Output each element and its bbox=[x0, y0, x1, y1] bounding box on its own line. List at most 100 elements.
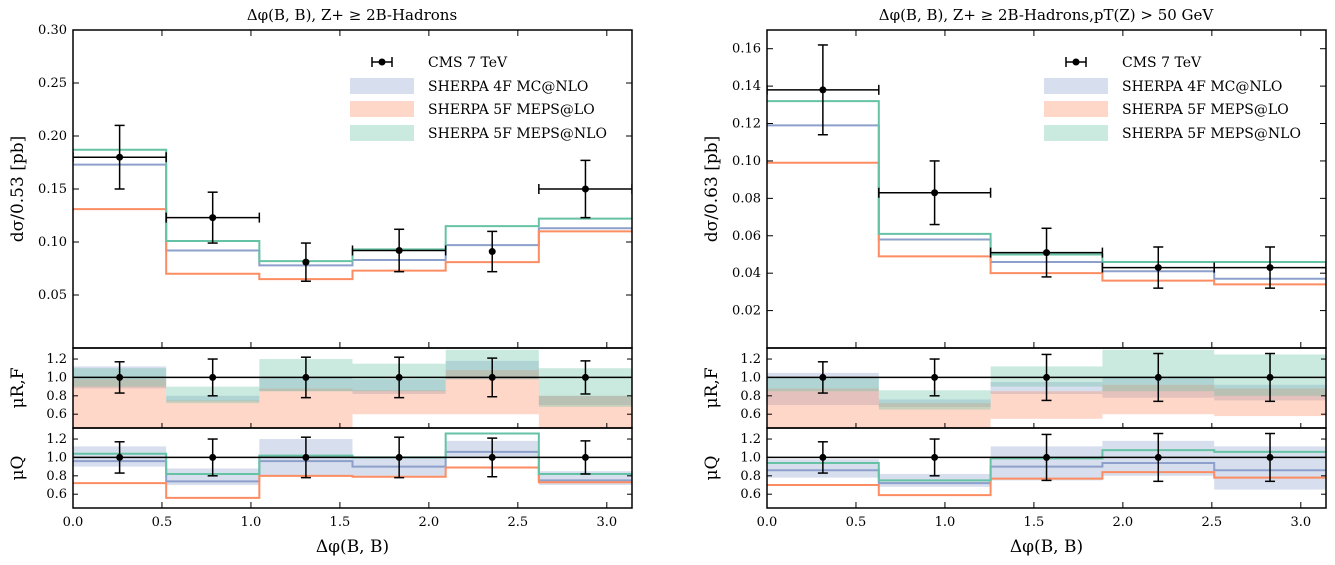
legend: CMS 7 TeV SHERPA 4F MC@NLO SHERPA 5F MEPS@… bbox=[350, 55, 607, 142]
x-axis-label: Δφ(B, B) bbox=[316, 537, 389, 557]
main-plot-area bbox=[73, 124, 632, 282]
murf-data-point bbox=[929, 358, 940, 397]
murf-y-tick-label: 1.0 bbox=[46, 370, 67, 385]
x-tick-label: 2.0 bbox=[1113, 515, 1134, 530]
data-point bbox=[538, 159, 632, 219]
murf-data-marker bbox=[1043, 373, 1051, 381]
legend-item-mc: SHERPA 4F MC@NLO bbox=[350, 78, 588, 95]
data-marker bbox=[1043, 249, 1051, 257]
y-tick-label: 0.14 bbox=[732, 79, 761, 94]
murf-y-tick-label: 0.6 bbox=[740, 407, 761, 422]
y-tick-label: 0.10 bbox=[732, 154, 761, 169]
x-tick-label: 0.0 bbox=[757, 515, 778, 530]
chart-title: Δφ(B, B), Z+ ≥ 2B-Hadrons,pT(Z) > 50 GeV bbox=[879, 6, 1215, 24]
legend-item-data: CMS 7 TeV bbox=[1065, 55, 1202, 71]
muq-y-tick-label: 0.6 bbox=[46, 487, 67, 502]
legend-item-lo: SHERPA 5F MEPS@LO bbox=[1044, 101, 1289, 118]
muq-data-point bbox=[394, 436, 405, 479]
y-tick-label: 0.05 bbox=[38, 288, 67, 303]
legend-label: SHERPA 5F MEPS@NLO bbox=[1122, 126, 1301, 142]
murf-data-point bbox=[1153, 352, 1164, 403]
data-marker bbox=[819, 86, 827, 94]
murf-data-marker bbox=[1154, 373, 1162, 381]
legend-label: SHERPA 4F MC@NLO bbox=[1122, 79, 1282, 95]
data-marker bbox=[302, 258, 310, 266]
data-marker bbox=[1154, 264, 1162, 272]
murf-y-tick-label: 1.2 bbox=[46, 352, 67, 367]
muq-data-point bbox=[929, 438, 940, 477]
murf-band-lo-line bbox=[767, 388, 879, 428]
y-tick-label: 0.06 bbox=[732, 229, 761, 244]
muq-data-point bbox=[1041, 433, 1052, 482]
legend-label: SHERPA 5F MEPS@LO bbox=[1122, 102, 1289, 118]
data-marker bbox=[581, 185, 589, 193]
data-point bbox=[1213, 246, 1326, 289]
murf-y-tick-label: 1.2 bbox=[740, 352, 761, 367]
legend-item-nlo: SHERPA 5F MEPS@NLO bbox=[1044, 125, 1301, 142]
y-tick-label: 0.08 bbox=[732, 191, 761, 206]
murf-band-mc-line bbox=[166, 395, 260, 402]
murf-data-marker bbox=[819, 373, 827, 381]
muq-data-point bbox=[207, 438, 218, 477]
murf-data-point bbox=[487, 357, 498, 398]
ratio-murf-area bbox=[767, 349, 1326, 428]
ratio-muq-area bbox=[73, 432, 632, 499]
murf-data-marker bbox=[931, 373, 939, 381]
panel-2: Δφ(B, B), Z+ ≥ 2B-Hadrons,pT(Z) > 50 GeV… bbox=[702, 6, 1327, 557]
murf-data-point bbox=[114, 361, 125, 394]
muq-data-marker bbox=[395, 453, 403, 461]
legend-label: CMS 7 TeV bbox=[428, 55, 508, 71]
y-tick-label: 0.12 bbox=[732, 117, 761, 132]
x-tick-label: 3.0 bbox=[1290, 515, 1311, 530]
x-tick-label: 0.5 bbox=[846, 515, 867, 530]
chart-title: Δφ(B, B), Z+ ≥ 2B-Hadrons bbox=[247, 6, 457, 24]
legend-label: CMS 7 TeV bbox=[1122, 55, 1202, 71]
data-marker bbox=[209, 214, 217, 222]
y-tick-label: 0.30 bbox=[38, 23, 67, 38]
x-tick-label: 2.5 bbox=[1201, 515, 1222, 530]
legend-swatch bbox=[350, 78, 414, 94]
data-point bbox=[487, 230, 498, 273]
muq-data-marker bbox=[209, 453, 217, 461]
muq-data-point bbox=[300, 436, 311, 479]
legend-label: SHERPA 5F MEPS@LO bbox=[428, 102, 595, 118]
legend-data-marker bbox=[1072, 58, 1080, 66]
muq-data-marker bbox=[116, 453, 124, 461]
muq-data-point bbox=[580, 440, 591, 475]
main-plot-area bbox=[767, 44, 1326, 289]
legend-label: SHERPA 5F MEPS@NLO bbox=[428, 126, 607, 142]
y-tick-label: 0.02 bbox=[732, 304, 761, 319]
data-marker bbox=[1266, 264, 1274, 272]
murf-y-tick-label: 0.6 bbox=[46, 407, 67, 422]
murf-data-marker bbox=[116, 373, 124, 381]
murf-data-marker bbox=[395, 373, 403, 381]
murf-data-point bbox=[1265, 352, 1276, 403]
legend-swatch bbox=[1044, 101, 1108, 117]
legend-label: SHERPA 4F MC@NLO bbox=[428, 79, 588, 95]
muq-data-point bbox=[1153, 432, 1164, 483]
murf-band-mc-line bbox=[538, 395, 632, 406]
data-point bbox=[878, 160, 992, 226]
data-point bbox=[351, 228, 447, 273]
data-point bbox=[165, 191, 261, 244]
murf-data-point bbox=[394, 356, 405, 399]
muq-y-tick-label: 0.6 bbox=[740, 487, 761, 502]
murf-data-point bbox=[817, 361, 828, 394]
muq-y-tick-label: 0.8 bbox=[740, 469, 761, 484]
y-axis-label: dσ/0.53 [pb] bbox=[8, 136, 28, 243]
muq-axis-label: μQ bbox=[702, 456, 722, 481]
x-tick-label: 1.5 bbox=[1024, 515, 1045, 530]
x-axis-label: Δφ(B, B) bbox=[1010, 537, 1083, 557]
muq-axis-label: μQ bbox=[8, 456, 28, 481]
muq-data-marker bbox=[1043, 453, 1051, 461]
murf-band-nlo-line bbox=[878, 390, 991, 410]
muq-data-point bbox=[817, 441, 828, 474]
panel-1: Δφ(B, B), Z+ ≥ 2B-Hadrons 0.05 0.10 0.15 0.2… bbox=[8, 6, 633, 557]
murf-data-point bbox=[300, 356, 311, 399]
x-tick-label: 1.5 bbox=[330, 515, 351, 530]
data-marker bbox=[931, 189, 939, 197]
murf-data-marker bbox=[581, 373, 589, 381]
murf-data-marker bbox=[209, 373, 217, 381]
